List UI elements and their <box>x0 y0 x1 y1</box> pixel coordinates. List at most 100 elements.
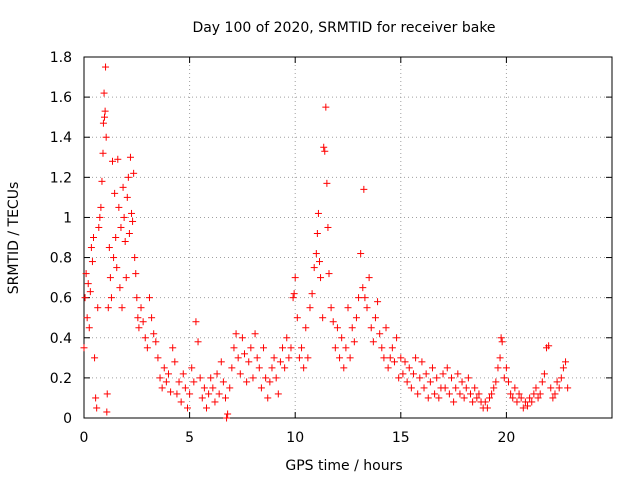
data-point <box>517 394 525 402</box>
data-point <box>160 364 168 372</box>
data-point <box>360 185 368 193</box>
data-point <box>96 213 104 221</box>
data-point <box>393 334 401 342</box>
data-point <box>420 384 428 392</box>
data-point <box>211 398 219 406</box>
data-point <box>291 274 299 282</box>
data-point <box>113 264 121 272</box>
data-point <box>186 390 194 398</box>
y-tick-label: 1.8 <box>50 50 72 66</box>
data-point <box>405 364 413 372</box>
data-point <box>519 404 527 412</box>
data-point <box>102 63 110 71</box>
data-point <box>129 217 137 225</box>
data-point <box>488 390 496 398</box>
data-point <box>91 354 99 362</box>
data-point <box>224 410 232 418</box>
data-point <box>310 264 318 272</box>
data-point <box>232 330 240 338</box>
data-point <box>99 149 107 157</box>
data-point <box>348 324 356 332</box>
data-point <box>101 107 109 115</box>
y-tick-label: 0 <box>63 411 72 427</box>
data-point <box>243 378 251 386</box>
data-point <box>124 173 132 181</box>
data-point <box>106 274 114 282</box>
data-point <box>481 398 489 406</box>
data-point <box>304 354 312 362</box>
data-point <box>171 358 179 366</box>
data-point <box>414 390 422 398</box>
data-point <box>547 384 555 392</box>
data-point <box>262 374 270 382</box>
data-point <box>94 304 102 312</box>
x-tick-label: 15 <box>392 430 410 446</box>
data-point <box>344 304 352 312</box>
data-point <box>90 234 98 241</box>
data-point <box>98 177 106 185</box>
x-tick-label: 5 <box>185 430 194 446</box>
data-point <box>268 364 276 372</box>
data-point <box>134 314 142 322</box>
x-tick-label: 20 <box>497 430 515 446</box>
data-point <box>118 304 126 312</box>
data-point <box>473 394 481 402</box>
data-point <box>350 338 358 346</box>
data-point <box>130 169 138 177</box>
data-point <box>249 374 257 382</box>
data-point <box>557 374 565 382</box>
data-point <box>361 294 369 302</box>
data-point <box>81 294 89 302</box>
data-point <box>100 113 108 121</box>
data-point <box>238 334 246 342</box>
data-point <box>357 250 365 258</box>
data-point <box>564 384 572 392</box>
data-point <box>207 374 215 382</box>
data-point <box>428 364 436 372</box>
data-point <box>213 370 221 378</box>
data-point <box>251 330 259 338</box>
data-point <box>148 314 156 322</box>
data-point <box>545 342 553 350</box>
data-point <box>131 254 139 262</box>
data-point <box>228 364 236 372</box>
data-point <box>123 193 131 201</box>
data-point <box>99 119 107 127</box>
data-point <box>315 258 323 266</box>
data-point <box>241 350 249 358</box>
data-point <box>110 254 118 262</box>
data-point <box>422 370 430 378</box>
data-point <box>247 344 255 352</box>
data-point <box>418 358 426 366</box>
data-point <box>500 374 508 382</box>
data-point <box>458 378 466 386</box>
data-point <box>285 354 293 362</box>
data-point <box>450 398 458 406</box>
data-point <box>87 244 95 252</box>
data-point <box>141 334 149 342</box>
data-point <box>194 338 202 346</box>
data-point <box>397 354 405 362</box>
data-point <box>320 143 328 151</box>
data-point <box>104 304 112 312</box>
data-point <box>403 378 411 386</box>
x-tick-label: 10 <box>286 430 304 446</box>
data-point <box>230 344 238 352</box>
data-point <box>175 378 183 386</box>
data-point <box>435 394 443 402</box>
data-point <box>274 390 282 398</box>
data-point <box>202 404 210 412</box>
data-point <box>447 374 455 382</box>
data-point <box>390 358 398 366</box>
data-point <box>460 394 468 402</box>
data-point <box>257 384 265 392</box>
data-point <box>253 354 261 362</box>
data-point <box>156 374 164 382</box>
data-point <box>367 324 375 332</box>
data-point <box>219 378 227 386</box>
data-point <box>306 304 314 312</box>
data-point <box>331 344 339 352</box>
data-point <box>376 330 384 338</box>
